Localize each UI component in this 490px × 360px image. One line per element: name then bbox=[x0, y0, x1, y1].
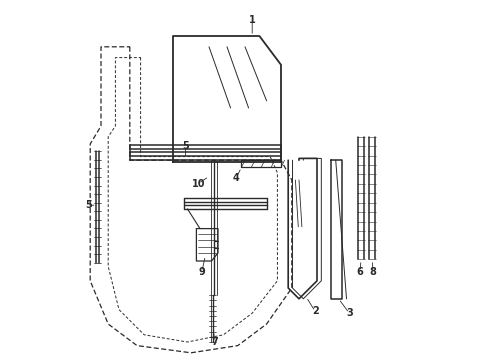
Text: 6: 6 bbox=[357, 267, 364, 277]
Text: 9: 9 bbox=[198, 267, 205, 277]
Text: 3: 3 bbox=[346, 308, 353, 318]
Text: 7: 7 bbox=[211, 337, 218, 347]
Text: 5: 5 bbox=[182, 141, 189, 151]
Text: 1: 1 bbox=[249, 15, 256, 25]
Text: 5: 5 bbox=[85, 200, 92, 210]
Text: 8: 8 bbox=[370, 267, 377, 277]
Text: 10: 10 bbox=[192, 179, 205, 189]
Text: 2: 2 bbox=[312, 306, 318, 316]
Text: 4: 4 bbox=[233, 173, 240, 183]
